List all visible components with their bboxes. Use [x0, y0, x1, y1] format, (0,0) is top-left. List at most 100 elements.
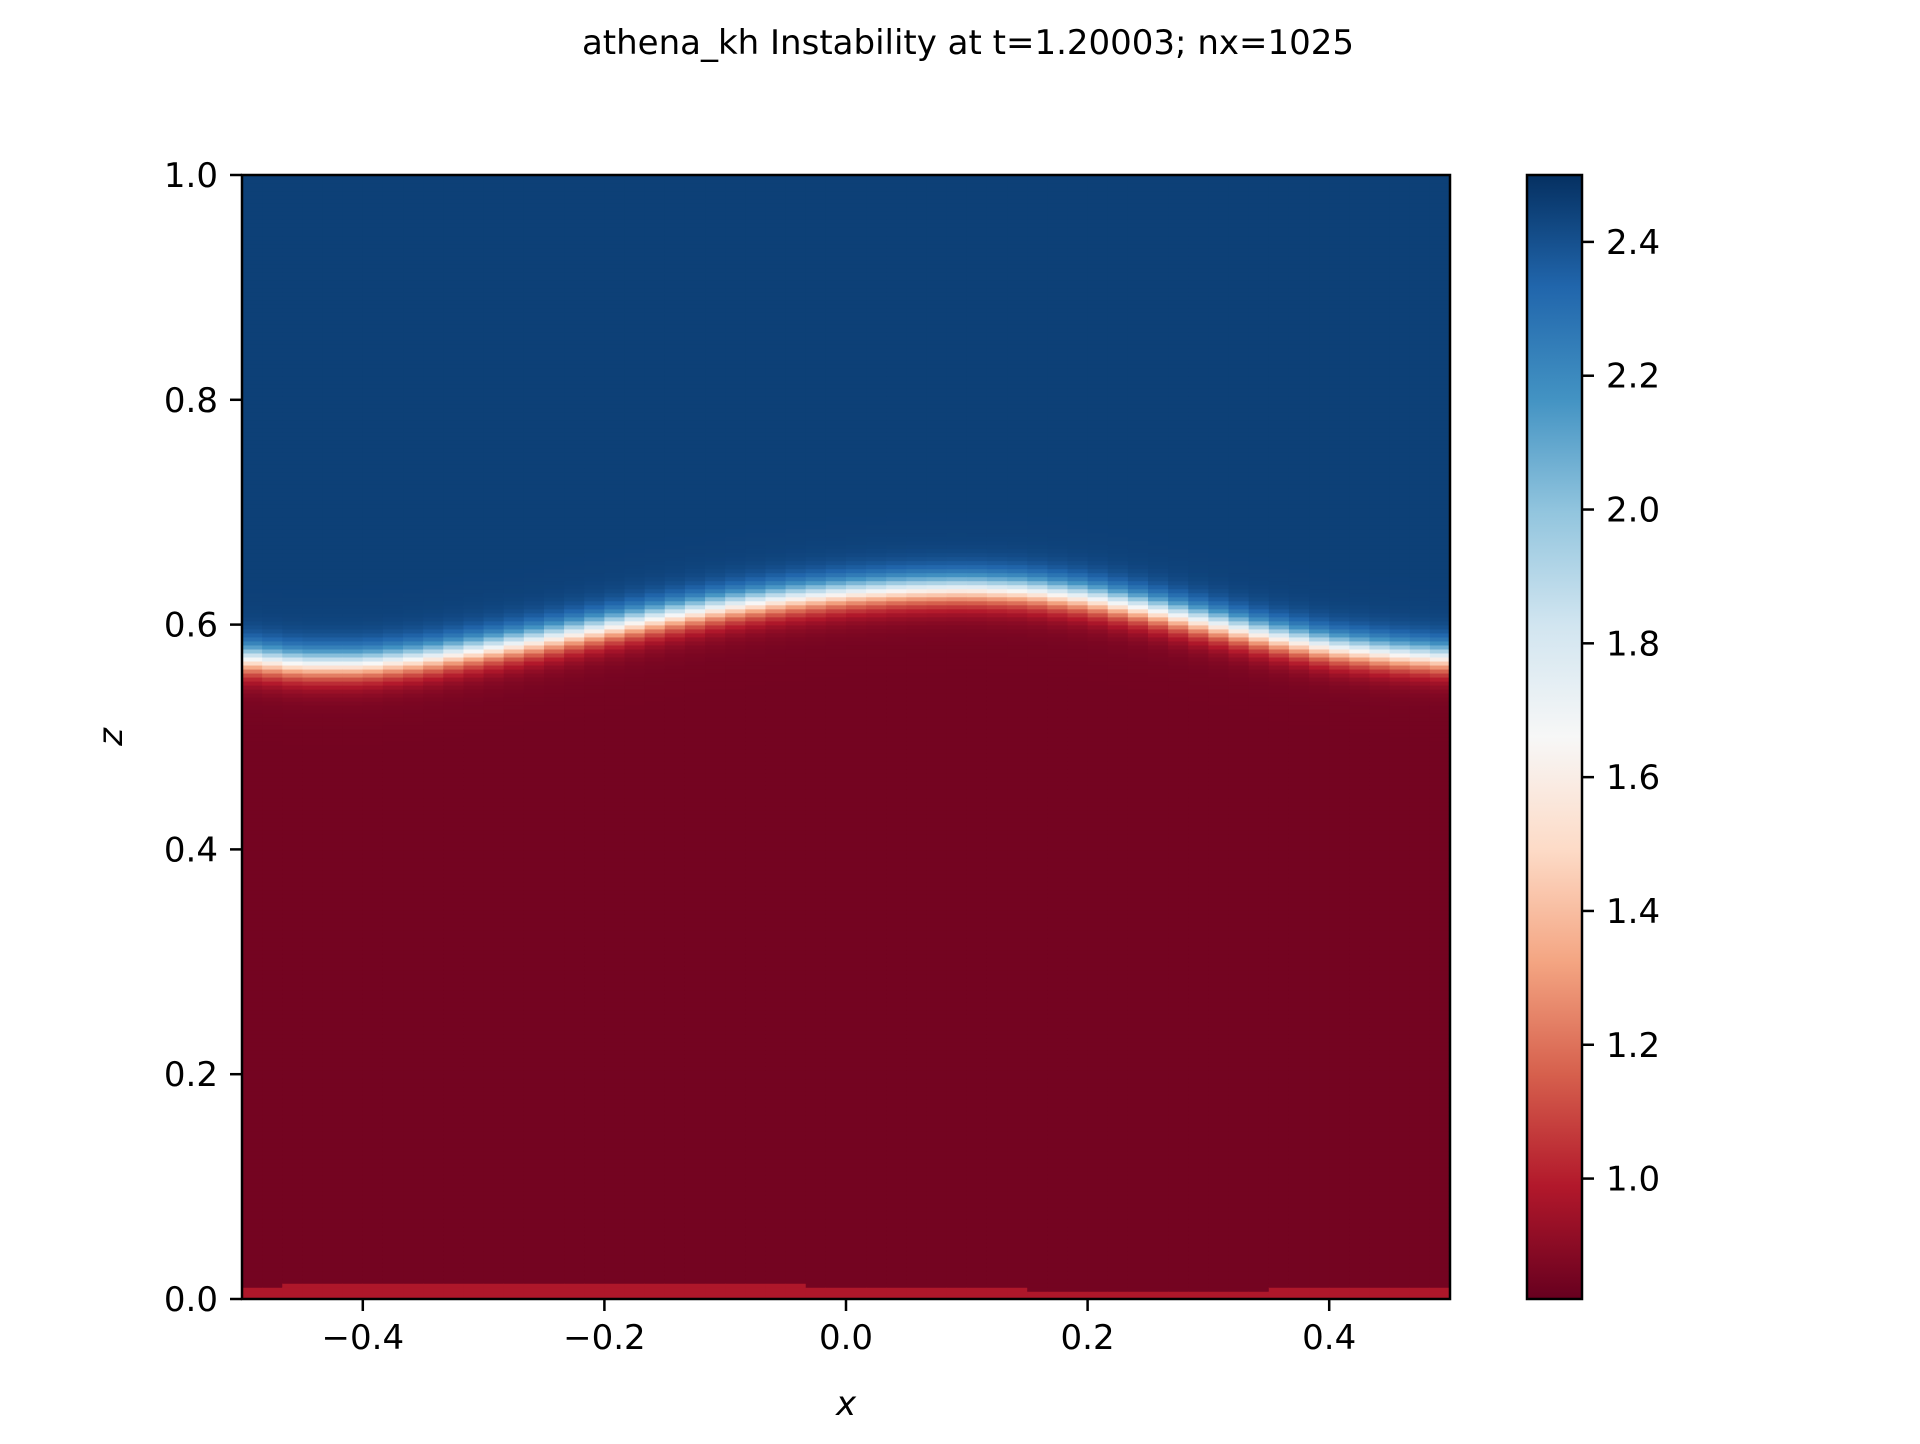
heatmap-cell — [382, 1062, 404, 1067]
heatmap-cell — [342, 1018, 364, 1023]
heatmap-cell — [262, 227, 284, 232]
heatmap-cell — [342, 343, 364, 349]
heatmap-cell — [362, 1110, 384, 1116]
heatmap-cell — [282, 451, 304, 457]
heatmap-cell — [282, 480, 304, 485]
heatmap-cell — [242, 600, 263, 606]
heatmap-cell — [262, 488, 284, 493]
heatmap-cell — [242, 708, 263, 714]
heatmap-cell — [342, 965, 364, 971]
heatmap-cell — [262, 520, 284, 526]
heatmap-cell — [302, 219, 324, 224]
heatmap-cell — [262, 299, 284, 305]
heatmap-cell — [282, 829, 304, 835]
heatmap-cell — [403, 1110, 424, 1116]
heatmap-cell — [242, 580, 263, 586]
heatmap-cell — [262, 327, 284, 333]
heatmap-cell — [302, 753, 324, 758]
heatmap-cell — [242, 468, 263, 473]
heatmap-cell — [362, 439, 384, 445]
heatmap-cell — [403, 1226, 424, 1232]
heatmap-cell — [423, 363, 445, 369]
heatmap-cell — [423, 199, 445, 204]
heatmap-cell — [403, 1266, 424, 1272]
heatmap-cell — [382, 909, 404, 915]
heatmap-cell — [262, 187, 284, 192]
heatmap-cell — [362, 1058, 384, 1063]
heatmap-cell — [423, 781, 445, 786]
heatmap-cell — [382, 1001, 404, 1007]
heatmap-cell — [262, 688, 284, 694]
heatmap-cell — [242, 1234, 263, 1240]
heatmap-cell — [302, 1178, 324, 1184]
heatmap-cell — [262, 287, 284, 293]
heatmap-cell — [382, 1078, 404, 1084]
heatmap-cell — [302, 889, 324, 895]
heatmap-cell — [262, 283, 284, 289]
heatmap-cell — [262, 1078, 284, 1084]
heatmap-cell — [362, 1270, 384, 1276]
heatmap-cell — [423, 805, 445, 811]
heatmap-cell — [342, 435, 364, 441]
heatmap-cell — [242, 716, 263, 722]
heatmap-cell — [382, 536, 404, 542]
heatmap-cell — [242, 1162, 263, 1168]
heatmap-cell — [382, 1122, 404, 1128]
heatmap-cell — [322, 925, 344, 931]
heatmap-cell — [282, 801, 304, 807]
heatmap-cell — [403, 1194, 424, 1200]
heatmap-cell — [302, 1154, 324, 1160]
heatmap-cell — [302, 464, 324, 469]
heatmap-cell — [282, 580, 304, 586]
heatmap-cell — [342, 355, 364, 361]
heatmap-cell — [362, 965, 384, 971]
heatmap-cell — [382, 1174, 404, 1180]
heatmap-cell — [403, 957, 424, 963]
heatmap-cell — [242, 692, 263, 698]
heatmap-cell — [362, 849, 384, 855]
heatmap-cell — [342, 1026, 364, 1031]
heatmap-cell — [342, 1166, 364, 1172]
heatmap-cell — [322, 219, 344, 224]
heatmap-cell — [302, 913, 324, 919]
heatmap-cell — [322, 1198, 344, 1204]
heatmap-cell — [423, 917, 445, 923]
heatmap-cell — [262, 1274, 284, 1280]
heatmap-cell — [322, 355, 344, 361]
heatmap-cell — [382, 1226, 404, 1232]
heatmap-cell — [262, 965, 284, 971]
heatmap-cell — [403, 1026, 424, 1031]
heatmap-cell — [322, 724, 344, 730]
heatmap-cell — [342, 745, 364, 750]
heatmap-cell — [443, 1102, 465, 1108]
heatmap-cell — [282, 311, 304, 317]
heatmap-cell — [342, 620, 364, 626]
heatmap-cell — [282, 893, 304, 899]
heatmap-cell — [322, 1274, 344, 1280]
heatmap-cell — [322, 203, 344, 208]
heatmap-cell — [362, 480, 384, 485]
heatmap-cell — [382, 801, 404, 807]
heatmap-cell — [322, 909, 344, 915]
heatmap-cell — [302, 664, 324, 670]
heatmap-cell — [302, 399, 324, 405]
heatmap-cell — [382, 925, 404, 931]
heatmap-cell — [403, 195, 424, 200]
heatmap-cell — [403, 375, 424, 381]
heatmap-cell — [342, 1290, 364, 1296]
heatmap-cell — [342, 520, 364, 526]
heatmap-cell — [302, 447, 324, 453]
heatmap-cell — [423, 688, 445, 694]
heatmap-cell — [342, 1190, 364, 1196]
heatmap-cell — [282, 1278, 304, 1284]
heatmap-cell — [322, 592, 344, 598]
heatmap-cell — [403, 447, 424, 453]
heatmap-cell — [302, 620, 324, 626]
heatmap-cell — [242, 323, 263, 329]
heatmap-cell — [282, 371, 304, 377]
heatmap-cell — [382, 1290, 404, 1296]
heatmap-cell — [282, 793, 304, 799]
heatmap-cell — [342, 628, 364, 634]
heatmap-cell — [362, 179, 384, 184]
heatmap-cell — [382, 652, 404, 658]
